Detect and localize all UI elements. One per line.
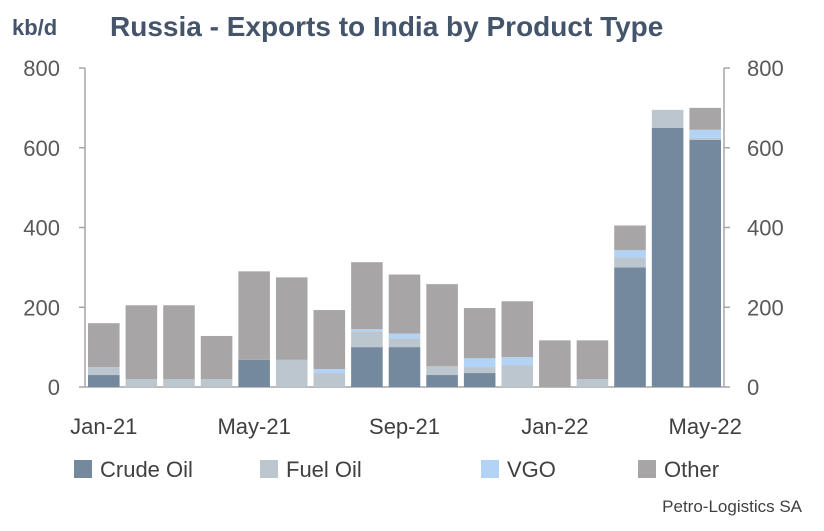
bar-segment-other	[501, 301, 534, 358]
bar-segment-crude-oil	[463, 373, 496, 387]
y-tick-label-left: 0	[48, 375, 60, 400]
y-tick-label-right: 0	[747, 375, 759, 400]
bar-segment-other	[388, 274, 421, 334]
bar-segment-fuel-oil	[689, 137, 721, 140]
bar-segment-other	[200, 335, 233, 380]
bar-segment-fuel-oil	[501, 365, 534, 387]
bar-segment-crude-oil	[426, 375, 458, 387]
y-tick-label-left: 400	[23, 216, 60, 241]
bar-segment-fuel-oil	[426, 366, 458, 376]
bar-segment-fuel-oil	[576, 379, 609, 387]
bar-segment-crude-oil	[651, 127, 684, 387]
bar-segment-other	[88, 323, 120, 368]
y-tick-label-right: 800	[747, 56, 784, 81]
x-tick-label: May-21	[217, 414, 290, 439]
legend-swatch	[638, 460, 656, 478]
legend-label: Crude Oil	[100, 457, 193, 482]
bar-segment-fuel-oil	[388, 338, 421, 348]
bar-segment-fuel-oil	[275, 359, 308, 387]
legend-swatch	[74, 460, 92, 478]
legend-label: Fuel Oil	[286, 457, 362, 482]
bar-segment-fuel-oil	[351, 331, 383, 348]
legend-swatch	[481, 460, 499, 478]
bar-segment-fuel-oil	[651, 109, 684, 128]
bar-segment-crude-oil	[689, 139, 721, 387]
bar-segment-vgo	[351, 329, 383, 332]
bar-segment-other	[539, 340, 571, 387]
y-axis-ticks: 0 200 400 600 800 0 200 400 600 800	[23, 56, 783, 400]
y-tick-label-right: 600	[747, 136, 784, 161]
y-tick-label-left: 200	[23, 295, 60, 320]
legend: Crude Oil Fuel Oil VGO Other	[74, 457, 719, 482]
bar-segment-other	[275, 277, 308, 360]
bar-segment-crude-oil	[614, 267, 646, 388]
y-tick-label-left: 800	[23, 56, 60, 81]
chart-title: Russia - Exports to India by Product Typ…	[110, 11, 663, 42]
x-tick-label: Jan-22	[521, 414, 588, 439]
legend-label: Other	[664, 457, 719, 482]
bar-segment-fuel-oil	[614, 257, 646, 268]
bar-segment-fuel-oil	[313, 373, 346, 387]
bar-segment-crude-oil	[351, 347, 383, 388]
bar-segment-crude-oil	[88, 375, 120, 387]
bar-segment-fuel-oil	[88, 367, 120, 376]
x-tick-label: Sep-21	[369, 414, 440, 439]
bar-segment-other	[463, 308, 496, 359]
bar-segment-other	[614, 225, 646, 251]
y-tick-label-left: 600	[23, 136, 60, 161]
legend-swatch	[260, 460, 278, 478]
bar-segment-fuel-oil	[463, 367, 496, 374]
bar-segment-other	[426, 284, 458, 367]
source-credit: Petro-Logistics SA	[662, 497, 802, 516]
bar-segment-other	[351, 262, 383, 330]
y-tick-label-right: 400	[747, 216, 784, 241]
bar-segment-vgo	[388, 333, 421, 339]
y-tick-label-right: 200	[747, 295, 784, 320]
x-tick-label: Jan-21	[70, 414, 137, 439]
bar-segment-other	[313, 310, 346, 370]
x-axis-ticks: Jan-21 May-21 Sep-21 Jan-22 May-22	[70, 414, 742, 439]
bar-segment-vgo	[313, 369, 346, 374]
bar-segment-other	[238, 271, 270, 360]
bar-segment-fuel-oil	[200, 379, 233, 387]
x-tick-label: May-22	[669, 414, 742, 439]
y-axis-unit-label: kb/d	[12, 15, 57, 40]
bar-segment-fuel-oil	[125, 379, 158, 387]
legend-label: VGO	[507, 457, 556, 482]
bar-segment-crude-oil	[388, 347, 421, 388]
bar-segment-fuel-oil	[163, 379, 195, 387]
bar-segment-other	[163, 305, 195, 380]
bar-segment-other	[689, 107, 721, 130]
bar-segment-vgo	[689, 129, 721, 138]
bar-segment-vgo	[501, 357, 534, 366]
bar-segment-crude-oil	[238, 359, 270, 387]
bar-segment-other	[576, 340, 609, 380]
bar-segment-vgo	[463, 358, 496, 368]
bar-segment-vgo	[614, 250, 646, 258]
bar-segment-other	[125, 305, 158, 380]
bar-series	[88, 107, 721, 388]
